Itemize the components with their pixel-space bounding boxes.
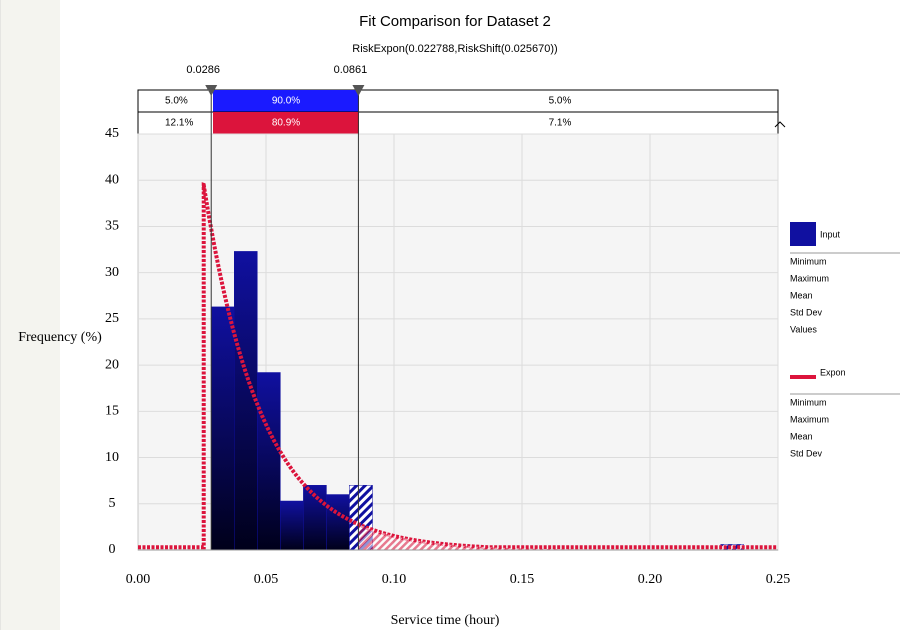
y-tick-label: 45 (105, 126, 119, 141)
histogram-bar (280, 500, 304, 551)
histogram-bar (210, 306, 235, 551)
y-tick-label: 25 (105, 311, 119, 326)
y-tick-label: 15 (105, 404, 119, 419)
x-tick-label: 0.10 (382, 572, 407, 587)
expon-fit-tail-area (358, 524, 778, 550)
y-tick-label: 0 (109, 542, 116, 557)
y-tick-label: 40 (105, 172, 119, 187)
legend-stat-input-std-dev: Std Dev (790, 307, 823, 317)
legend-stat-input-mean: Mean (790, 290, 813, 300)
delimiter-value-label: 0.0286 (186, 64, 220, 76)
y-tick-label: 10 (105, 450, 119, 465)
y-tick-label: 20 (105, 357, 119, 372)
histogram-bar (257, 372, 281, 551)
y-tick-label: 5 (109, 496, 116, 511)
x-tick-label: 0.05 (254, 572, 279, 587)
legend-stat-input-values: Values (790, 324, 817, 334)
legend-stat-input-minimum: Minimum (790, 256, 827, 266)
delimiter-row-input-center: 90.0% (272, 96, 300, 107)
legend-swatch-expon[interactable] (790, 375, 816, 379)
legend-stat-expon-minimum: Minimum (790, 397, 827, 407)
legend-stat-input-maximum: Maximum (790, 273, 829, 283)
x-tick-label: 0.15 (510, 572, 535, 587)
x-tick-label: 0.20 (638, 572, 663, 587)
delimiter-row-fit-right: 7.1% (549, 118, 572, 129)
delimiter-resize-handle[interactable] (774, 121, 786, 128)
legend-label-input: Input (820, 229, 841, 239)
x-tick-label: 0.25 (766, 572, 791, 587)
legend-swatch-input[interactable] (790, 222, 816, 246)
legend-label-expon: Expon (820, 367, 846, 377)
legend: Input Minimum Maximum Mean Std Dev Value… (790, 222, 900, 458)
y-axis-label: Frequency (%) (18, 330, 102, 345)
chart-title: Fit Comparison for Dataset 2 (359, 13, 551, 30)
delimiter-row-fit-center: 80.9% (272, 118, 300, 129)
delimiter-value-label: 0.0861 (334, 64, 368, 76)
delimiter-triangle-handle[interactable] (352, 85, 365, 96)
delimiter-bar: 5.0% 90.0% 5.0% 12.1% 80.9% 7.1% (137, 89, 786, 135)
expon-fit-curve (138, 181, 778, 550)
y-tick-label: 35 (105, 219, 119, 234)
histogram-bar (326, 494, 350, 551)
delimiter-row-fit-middle (213, 112, 359, 134)
chart-subtitle: RiskExpon(0.022788,RiskShift(0.025670)) (352, 43, 557, 55)
legend-stat-expon-std-dev: Std Dev (790, 448, 823, 458)
delimiter-row-input-right: 5.0% (549, 96, 572, 107)
x-axis-label: Service time (hour) (391, 613, 500, 628)
legend-stat-expon-mean: Mean (790, 431, 813, 441)
x-tick-label: 0.00 (126, 572, 151, 587)
delimiter-row-fit-left: 12.1% (165, 118, 193, 129)
delimiter-triangle-handle[interactable] (205, 85, 218, 96)
delimiter-row-input-middle (213, 90, 359, 112)
delimiter-row-input-left: 5.0% (165, 96, 188, 107)
legend-stat-expon-maximum: Maximum (790, 414, 829, 424)
y-tick-label: 30 (105, 265, 119, 280)
